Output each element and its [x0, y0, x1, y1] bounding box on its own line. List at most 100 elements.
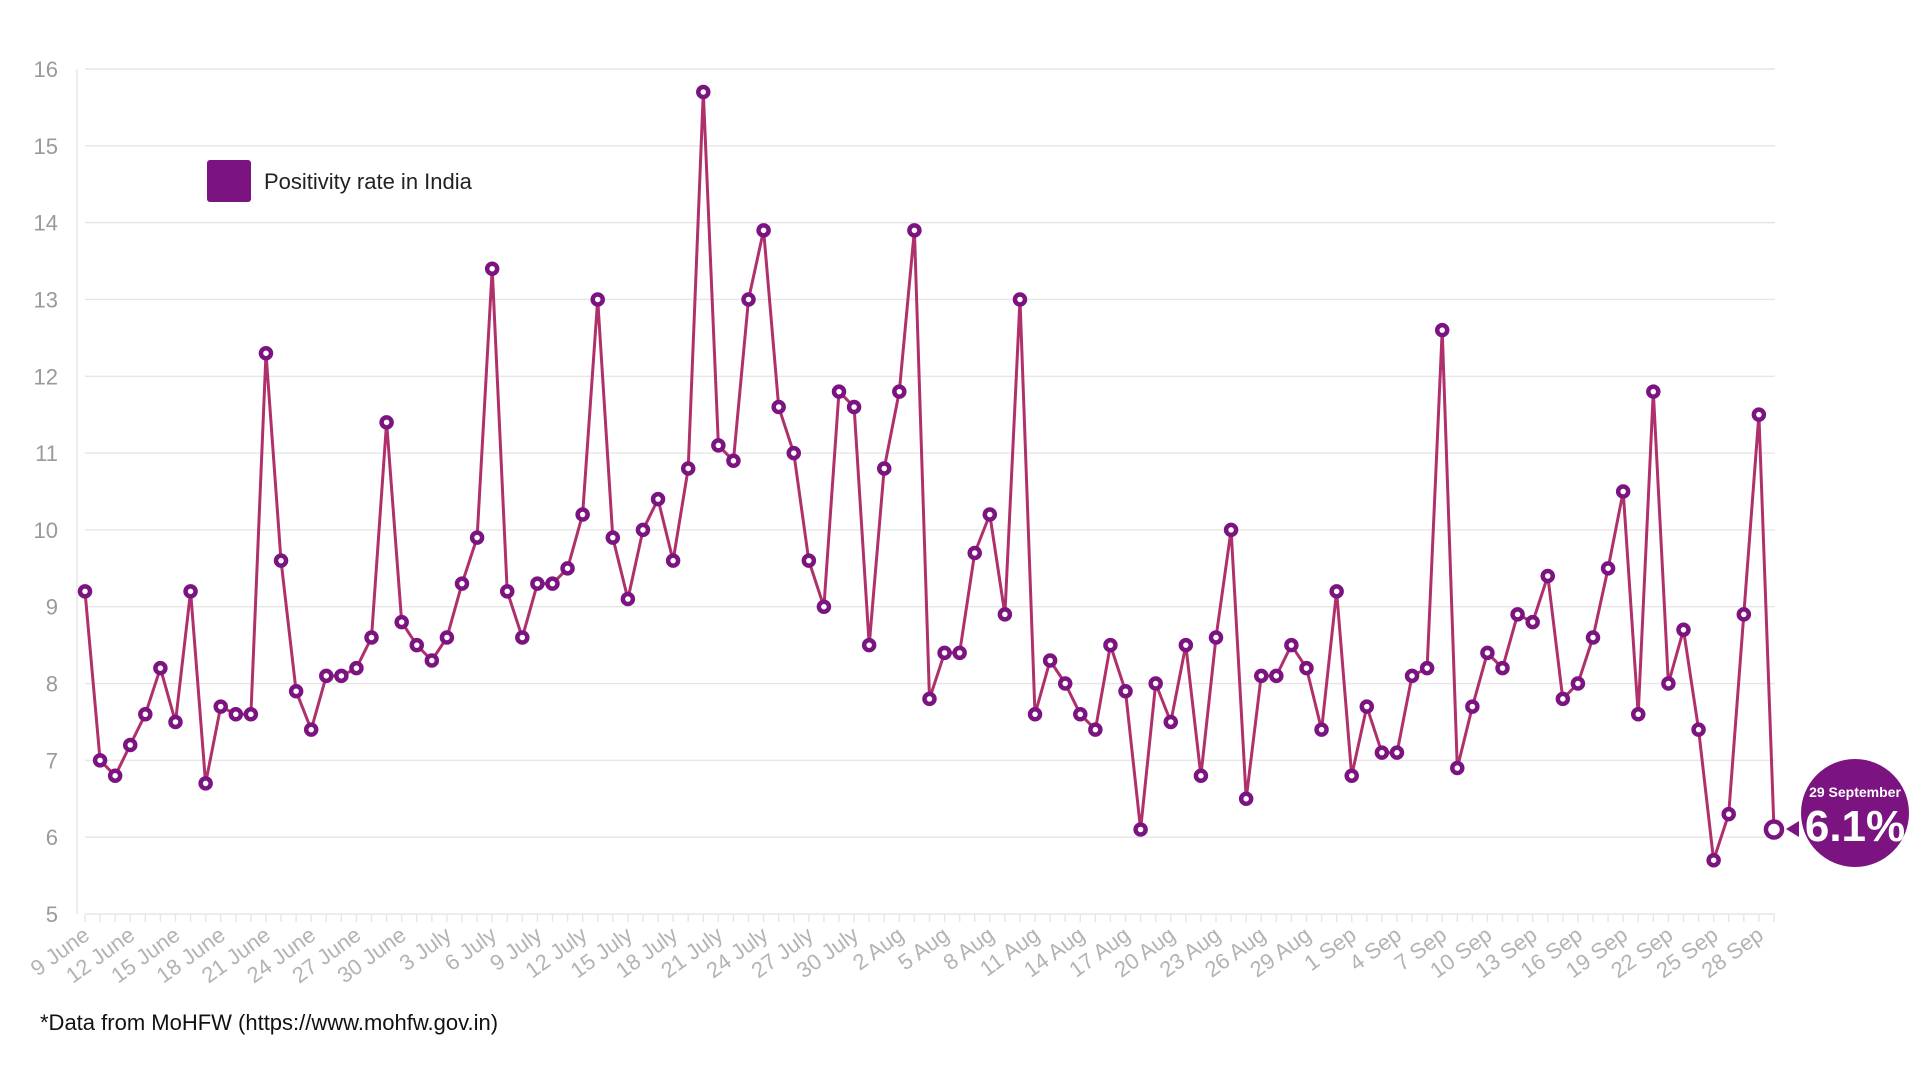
data-point	[409, 637, 425, 653]
x-tick-label: 6 July	[440, 922, 501, 976]
data-point	[1676, 622, 1691, 638]
data-point	[1525, 614, 1540, 630]
data-point	[696, 84, 711, 100]
footnote: *Data from MoHFW (https://www.mohfw.gov.…	[40, 1010, 499, 1035]
data-point	[319, 668, 334, 684]
data-point	[1314, 722, 1329, 737]
data-point	[967, 545, 982, 561]
data-point	[1073, 707, 1088, 722]
data-point	[1178, 637, 1194, 653]
data-point	[861, 637, 877, 653]
data-point	[243, 707, 259, 722]
y-tick-label: 6	[46, 825, 58, 850]
data-point	[258, 345, 274, 361]
data-point	[1163, 714, 1179, 730]
latest-value-badge: 29 September 6.1%	[1786, 759, 1909, 867]
data-point	[816, 599, 832, 614]
data-point	[1555, 691, 1571, 707]
data-point	[1253, 668, 1269, 684]
data-point	[1208, 630, 1224, 645]
data-points	[77, 84, 1785, 868]
data-point	[982, 507, 998, 522]
data-point	[680, 461, 696, 476]
y-tick-label: 13	[34, 287, 58, 312]
data-point	[1434, 322, 1450, 338]
data-point	[1389, 745, 1405, 760]
data-point	[334, 668, 349, 684]
y-tick-label: 15	[34, 134, 58, 159]
y-tick-label: 8	[46, 672, 58, 697]
data-point	[1585, 630, 1601, 645]
data-point	[1284, 637, 1299, 653]
badge-value: 6.1%	[1805, 802, 1905, 851]
data-point	[183, 584, 198, 599]
data-point	[1148, 676, 1163, 691]
data-point	[1359, 699, 1375, 714]
data-point	[1223, 522, 1239, 538]
series-line	[83, 90, 1776, 862]
data-point	[515, 630, 530, 645]
data-point	[1344, 768, 1359, 783]
data-point	[454, 576, 470, 591]
data-point	[1238, 791, 1254, 807]
badge-pointer	[1786, 821, 1799, 837]
data-point	[1012, 292, 1028, 307]
data-point	[484, 261, 500, 276]
x-tick-label: 3 July	[395, 922, 456, 976]
y-axis-tick-labels: 5 6 7 8 9 10 11 12 13 14 15 16	[34, 57, 58, 927]
x-tick-label: 2 Aug	[848, 922, 908, 975]
data-point	[1630, 707, 1646, 722]
data-point	[1480, 645, 1495, 661]
data-point	[228, 707, 244, 722]
data-point	[122, 737, 138, 753]
data-point	[952, 645, 967, 661]
badge-circle	[1801, 759, 1909, 867]
data-point	[771, 399, 786, 415]
data-point	[635, 522, 651, 538]
data-point	[439, 630, 455, 645]
data-point	[1299, 660, 1314, 676]
data-point	[107, 768, 123, 783]
data-point	[1615, 484, 1631, 499]
y-tick-label: 16	[34, 57, 58, 82]
data-point	[711, 438, 726, 453]
data-point	[424, 653, 440, 668]
data-point	[92, 753, 108, 768]
data-point	[1691, 722, 1706, 737]
legend-swatch	[207, 160, 251, 202]
data-point	[1751, 407, 1767, 422]
data-point	[665, 553, 681, 568]
data-point	[605, 530, 621, 545]
data-point	[1465, 699, 1480, 714]
legend-label: Positivity rate in India	[264, 169, 473, 194]
data-point	[726, 453, 741, 469]
data-point	[1042, 653, 1058, 668]
data-point	[741, 292, 756, 307]
data-point	[273, 553, 289, 568]
data-point	[379, 415, 394, 430]
data-point	[907, 223, 922, 238]
data-point	[1736, 607, 1752, 622]
x-tick-label: 4 Sep	[1345, 922, 1406, 976]
data-point	[1540, 568, 1556, 584]
data-point	[138, 707, 153, 722]
data-point	[892, 384, 907, 399]
data-point	[545, 576, 560, 591]
data-point	[922, 691, 937, 707]
data-point	[168, 714, 183, 730]
data-point	[349, 660, 364, 676]
data-point	[1118, 683, 1133, 699]
y-tick-label: 5	[46, 902, 58, 927]
data-point	[801, 553, 817, 568]
data-point	[1404, 668, 1420, 684]
data-point	[1329, 584, 1344, 599]
y-tick-label: 10	[34, 518, 58, 543]
data-point	[1193, 768, 1209, 783]
data-point	[1088, 722, 1103, 737]
data-point	[1374, 745, 1390, 760]
series-positivity-rate	[83, 90, 1776, 862]
y-tick-label: 7	[46, 748, 58, 773]
data-point	[1661, 676, 1676, 691]
